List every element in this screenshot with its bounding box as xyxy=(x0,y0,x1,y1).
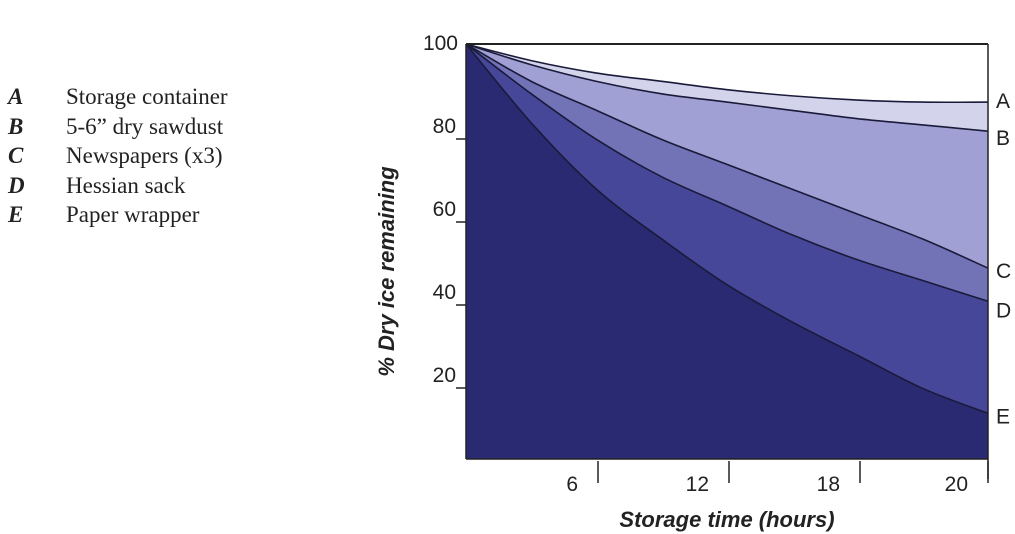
curve-b xyxy=(465,43,989,132)
legend-key: E xyxy=(8,202,24,227)
y-tick-label: 100 xyxy=(423,32,458,55)
y-axis-title: % Dry ice remaining xyxy=(374,166,399,377)
x-axis-title: Storage time (hours) xyxy=(619,507,834,532)
legend-item-b: B 5-6” dry sawdust xyxy=(8,112,228,142)
curve-e xyxy=(465,43,989,415)
y-tick-label: 60 xyxy=(433,198,456,221)
legend-label: 5-6” dry sawdust xyxy=(66,113,224,139)
axis-ticks: 6 12 18 20 20 40 60 80 100 xyxy=(423,32,989,496)
y-tick-label: 80 xyxy=(433,115,456,138)
x-tick-label: 12 xyxy=(686,473,709,496)
end-label-a: A xyxy=(996,90,1010,113)
legend-key: C xyxy=(8,143,24,168)
y-tick-label: 40 xyxy=(433,281,456,304)
legend-item-a: A Storage container xyxy=(8,82,228,112)
legend-key: B xyxy=(8,113,24,139)
curve-d xyxy=(465,43,989,303)
legend: A Storage container B 5-6” dry sawdust C News… xyxy=(8,82,228,230)
curve-a xyxy=(465,43,989,104)
legend-key: D xyxy=(8,172,25,198)
legend-label: Paper wrapper xyxy=(66,202,200,227)
end-label-c: C xyxy=(996,260,1011,283)
area-layers xyxy=(466,44,988,459)
y-tick-label: 20 xyxy=(433,364,456,387)
legend-item-d: D Hessian sack xyxy=(8,171,228,201)
series-lines xyxy=(465,43,989,415)
x-tick-label: 20 xyxy=(945,473,968,496)
end-label-e: E xyxy=(996,405,1010,428)
x-tick-label: 18 xyxy=(817,473,840,496)
legend-label: Hessian sack xyxy=(66,172,186,198)
end-label-b: B xyxy=(996,127,1010,150)
x-tick-label: 6 xyxy=(566,473,578,496)
legend-label: Storage container xyxy=(66,84,228,109)
legend-item-e: E Paper wrapper xyxy=(8,200,228,230)
series-end-labels: AB CD E xyxy=(996,90,1011,428)
legend-key: A xyxy=(8,84,24,109)
end-label-d: D xyxy=(996,299,1011,322)
legend-item-c: C Newspapers (x3) xyxy=(8,141,228,171)
legend-label: Newspapers (x3) xyxy=(66,143,223,168)
curve-c xyxy=(465,43,989,269)
